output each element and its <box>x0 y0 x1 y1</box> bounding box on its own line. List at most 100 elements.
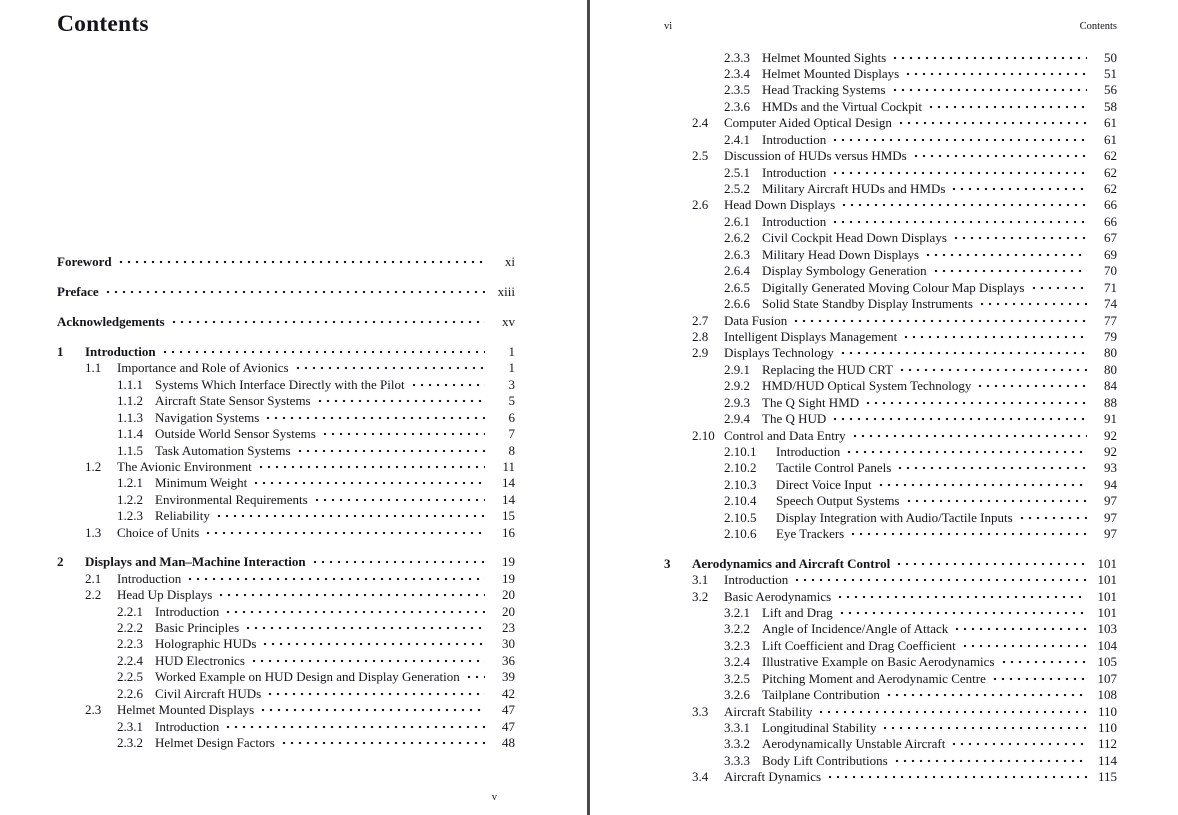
toc-entry: 1.1 Importance and Role of Avionics 1 <box>57 360 516 377</box>
toc-entry: 2.3 Helmet Mounted Displays 47 <box>57 702 515 719</box>
toc-entry-page: 108 <box>1097 687 1118 703</box>
toc-entry-number: 3.2.6 <box>724 687 750 703</box>
toc-entry: 2.7 Data Fusion 77 <box>664 312 1117 329</box>
toc-entry-number: 3.1 <box>692 572 709 588</box>
page-left: Contents Foreword xi Preface xiii Acknowledg… <box>57 0 515 815</box>
toc-entry-number: 2.2.6 <box>117 685 143 701</box>
toc-entry-number: 2.3.5 <box>724 82 750 98</box>
dot-leader <box>256 459 485 476</box>
toc-entry-title: Digitally Generated Moving Colour Map Di… <box>762 279 1025 295</box>
toc-entry: 2.3.1 Introduction 47 <box>57 718 515 736</box>
toc-entry-number: 1 <box>57 343 64 359</box>
toc-entry: 2.10.1 Introduction 92 <box>664 444 1117 461</box>
dot-leader <box>244 619 485 637</box>
toc-entry-number: 2.1 <box>85 570 102 586</box>
toc-entry-page: 112 <box>1097 736 1117 752</box>
toc-entry: 2.9.3 The Q Sight HMD 88 <box>664 394 1117 412</box>
toc-entry: 3.2.1 Lift and Drag 101 <box>664 604 1117 622</box>
toc-entry-page: 1 <box>508 360 516 376</box>
toc-entry: 2.2.4 HUD Electronics 36 <box>57 652 515 670</box>
toc-entry-title: Displays and Man–Machine Interaction <box>85 554 306 570</box>
toc-entry: 3.3 Aircraft Stability 110 <box>664 703 1117 720</box>
toc-entry: 2.6.5 Digitally Generated Moving Colour M… <box>664 279 1117 297</box>
dot-leader <box>409 376 485 394</box>
toc-entry-number: 3.2.2 <box>724 621 750 637</box>
toc-entry-number: 2.3 <box>85 702 102 718</box>
toc-entry-title: Computer Aided Optical Design <box>724 115 892 131</box>
toc-entry-number: 2.10.5 <box>724 509 757 525</box>
toc-entry-title: Discussion of HUDs versus HMDs <box>724 148 907 164</box>
toc-entry-page: 115 <box>1097 769 1117 785</box>
dot-leader <box>116 254 485 271</box>
toc-entry: 2.3.3 Helmet Mounted Sights 50 <box>664 49 1117 66</box>
toc-entry-title: Task Automation Systems <box>155 442 291 458</box>
toc-entry-title: Longitudinal Stability <box>762 720 877 735</box>
toc-entry-title: Civil Aircraft HUDs <box>155 685 262 701</box>
toc-entry-title: Civil Cockpit Head Down Displays <box>762 230 947 246</box>
toc-entry-number: 2.5 <box>692 148 709 164</box>
toc-entry-page: 94 <box>1104 476 1117 492</box>
toc-entry: 2.6 Head Down Displays 66 <box>664 197 1117 214</box>
front-matter-entry: Preface xiii <box>57 283 515 301</box>
toc-entry-number: 2.10.1 <box>724 444 757 459</box>
dot-leader <box>898 361 1087 379</box>
toc-entry-number: 2.10.2 <box>724 460 757 476</box>
toc-entry-title: HMD/HUD Optical System Technology <box>762 378 972 394</box>
dot-leader <box>266 685 485 703</box>
toc-entry-page: 92 <box>1104 444 1117 459</box>
toc-entry: 3.1 Introduction 101 <box>664 572 1117 589</box>
toc-entry-number: 2.2.3 <box>117 636 143 652</box>
toc-entry-number: 2.9.4 <box>724 411 750 427</box>
toc-entry-number: 2 <box>57 554 64 570</box>
dot-leader <box>896 115 1087 132</box>
dot-leader <box>845 444 1087 461</box>
toc-entry: 1.2.3 Reliability 15 <box>57 508 515 525</box>
toc-entry-page: 104 <box>1097 637 1118 653</box>
toc-entry-number: 2.6.1 <box>724 213 750 229</box>
toc-entry-number: 1.1.4 <box>117 426 143 442</box>
toc-entry-number: 3.2.5 <box>724 670 750 686</box>
running-header-title: Contents <box>1079 21 1117 32</box>
toc-entry-title: Introduction <box>762 164 827 180</box>
toc-entry-title: Tailplane Contribution <box>762 687 880 703</box>
toc-entry-page: 8 <box>508 442 516 458</box>
dot-leader <box>792 312 1087 329</box>
toc-entry-page: 84 <box>1104 378 1117 394</box>
dot-leader <box>891 49 1087 66</box>
toc-entry-page: 6 <box>508 409 516 425</box>
dot-leader <box>186 570 485 588</box>
toc-entry-title: Replacing the HUD CRT <box>762 361 894 377</box>
dot-leader <box>214 508 485 525</box>
toc-entry-number: 2.4 <box>692 115 709 131</box>
toc-entry-title: HMDs and the Virtual Cockpit <box>762 98 923 114</box>
toc-entry-number: 3.3.1 <box>724 720 750 735</box>
toc-entry-number: 3.2 <box>692 588 709 604</box>
toc-entry-number: 2.3.2 <box>117 735 143 751</box>
toc-entry-page: 101 <box>1097 588 1118 604</box>
dot-leader <box>315 393 485 410</box>
toc-entry-title: Importance and Role of Avionics <box>117 360 289 376</box>
toc-entry-number: 3.2.4 <box>724 654 750 670</box>
toc-entry-title: Military Aircraft HUDs and HMDs <box>762 181 946 196</box>
toc-entry: 1.1.2 Aircraft State Sensor Systems 5 <box>57 393 515 410</box>
toc-entry-page: 14 <box>502 475 515 491</box>
toc-entry-page: 105 <box>1097 654 1118 670</box>
toc-entry-title: Solid State Standby Display Instruments <box>762 296 973 312</box>
toc-entry: 2.9.1 Replacing the HUD CRT 80 <box>664 361 1117 379</box>
page-right: vi Contents 2.3.3 Helmet Mounted Sights 50… <box>664 0 1117 815</box>
toc-entry-number: 2.10 <box>692 427 715 443</box>
toc-entry-title: Lift and Drag <box>762 604 833 620</box>
toc-entry-page: 56 <box>1104 82 1117 98</box>
toc-entry-title: Helmet Mounted Displays <box>117 702 255 718</box>
toc-entry-page: 11 <box>502 459 515 475</box>
toc-entry-number: 1.2.2 <box>117 491 143 507</box>
toc-entry-page: 51 <box>1104 65 1117 81</box>
toc-entry-number: 3.2.3 <box>724 637 750 653</box>
dot-leader <box>831 213 1087 231</box>
dot-leader <box>103 283 485 301</box>
toc-entry-title: Aircraft Dynamics <box>724 769 822 785</box>
dot-leader <box>295 442 485 460</box>
toc-entry-page: 3 <box>508 376 516 392</box>
toc-entry-title: Pitching Moment and Aerodynamic Centre <box>762 670 986 686</box>
